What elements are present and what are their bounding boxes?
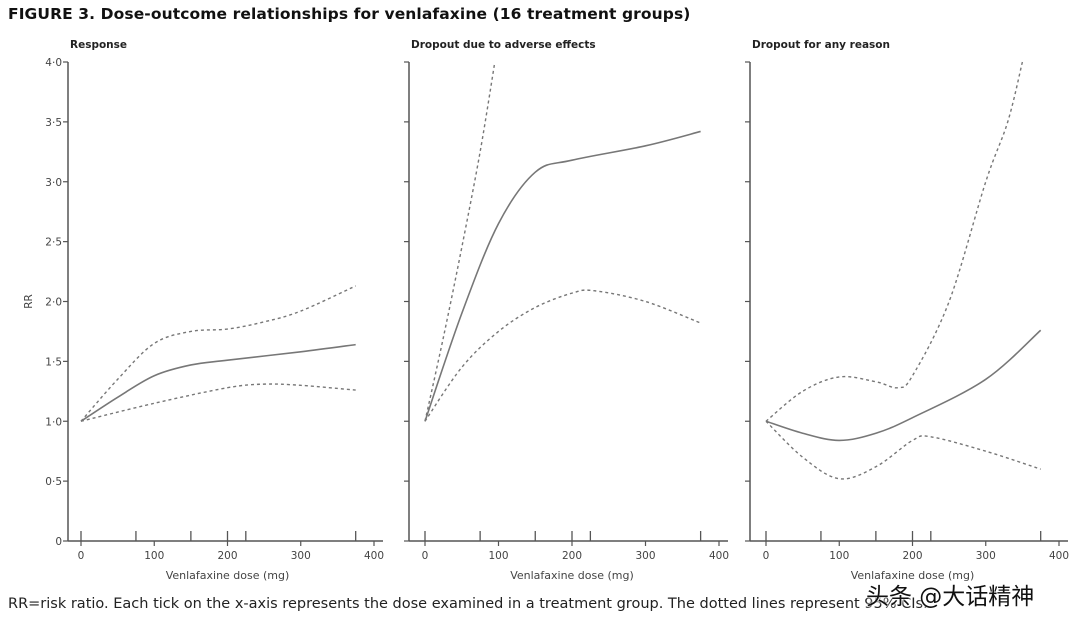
x-tick-label: 0 <box>422 550 429 562</box>
figure-title: FIGURE 3. Dose-outcome relationships for… <box>8 5 691 23</box>
x-tick-label: 0 <box>78 550 85 562</box>
x-tick-label: 400 <box>364 550 384 562</box>
x-tick-label: 100 <box>829 550 849 562</box>
panel-title: Dropout due to adverse effects <box>411 39 596 51</box>
x-tick-label: 200 <box>562 550 582 562</box>
x-axis-label: Venlafaxine dose (mg) <box>851 569 975 582</box>
x-axis-label: Venlafaxine dose (mg) <box>166 569 290 582</box>
y-tick-label: 0·5 <box>45 476 62 488</box>
x-axis-label: Venlafaxine dose (mg) <box>510 569 634 582</box>
x-tick-label: 300 <box>291 550 311 562</box>
x-tick-label: 100 <box>488 550 508 562</box>
ci-bound-line <box>424 61 496 422</box>
y-tick-label: 0 <box>55 536 62 548</box>
watermark: 头条 @大话精神 <box>866 584 1035 610</box>
y-tick-label: 4·0 <box>45 57 62 69</box>
panel-title: Dropout for any reason <box>752 39 890 51</box>
x-tick-label: 200 <box>217 550 237 562</box>
x-tick-label: 400 <box>1049 550 1069 562</box>
y-tick-label: 3·0 <box>45 177 62 189</box>
y-tick-label: 2·5 <box>45 237 62 249</box>
panel-title: Response <box>70 39 127 51</box>
x-tick-label: 200 <box>902 550 922 562</box>
x-tick-label: 300 <box>976 550 996 562</box>
ci-bound-line <box>765 61 1024 422</box>
panel-3: Dropout for any reason 0 100 200 300 400 Venla… <box>745 39 1069 582</box>
figure-caption: RR=risk ratio. Each tick on the x-axis r… <box>8 596 928 612</box>
panel-2: Dropout due to adverse effects 0 100 200 300… <box>404 39 729 582</box>
y-axis-label: RR <box>23 294 35 309</box>
y-tick-label: 1·5 <box>45 356 62 368</box>
rr-estimate-line <box>80 343 356 422</box>
x-tick-label: 300 <box>635 550 655 562</box>
y-tick-label: 2·0 <box>45 297 62 309</box>
y-tick-label: 1·0 <box>45 416 62 428</box>
ci-bound-line <box>424 289 701 422</box>
rr-estimate-line <box>424 130 701 422</box>
ci-bound-line <box>765 420 1041 480</box>
ci-bound-line <box>80 285 356 422</box>
rr-estimate-line <box>765 329 1042 442</box>
y-tick-label: 3·5 <box>45 117 62 129</box>
panel-1: Response 0 0·5 1·0 1·5 2·0 2·5 3·0 3·5 4·0 0 100 200… <box>23 39 384 582</box>
x-tick-label: 400 <box>709 550 729 562</box>
x-tick-label: 0 <box>763 550 770 562</box>
ci-bound-line <box>80 383 356 422</box>
x-tick-label: 100 <box>144 550 164 562</box>
